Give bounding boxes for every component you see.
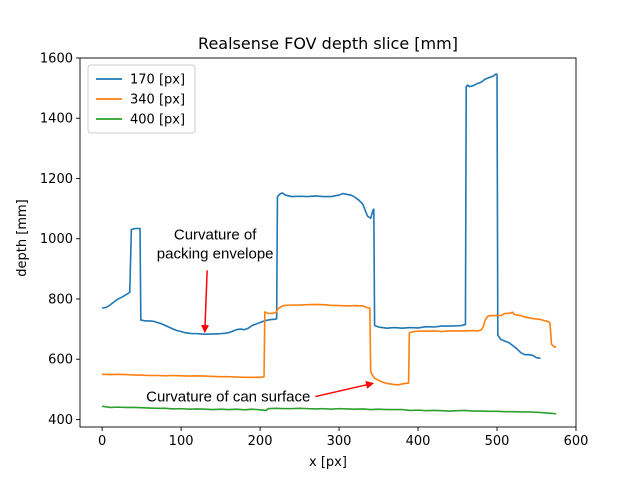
plot-area [101, 73, 557, 415]
series-line-1 [101, 73, 541, 360]
y-axis-label: depth [mm] [15, 199, 30, 276]
y-tick-label: 600 [48, 353, 73, 368]
x-tick-label: 300 [327, 434, 352, 449]
y-tick-label: 1600 [40, 52, 73, 67]
y-tick-label: 1200 [40, 172, 73, 187]
annotations: Curvature of packing envelope Curvature of… [146, 226, 374, 406]
y-tick-label: 1000 [40, 232, 73, 247]
legend-box [87, 64, 196, 134]
legend: 170 [px] 340 [px] 400 [px] [87, 64, 196, 134]
x-axis-label: x [px] [309, 455, 347, 470]
y-tick-label: 800 [48, 292, 73, 307]
annotation-arrow-1 [201, 270, 210, 334]
y-tick-label: 400 [48, 413, 73, 428]
legend-label: 340 [px] [130, 93, 185, 108]
axes: 0 100 200 300 400 500 600 400 600 800 1000 1200 1400… [40, 52, 589, 450]
annotation-text: packing envelope [157, 245, 274, 262]
legend-label: 170 [px] [130, 73, 185, 88]
series-line-2 [102, 303, 557, 386]
x-tick-label: 200 [248, 434, 273, 449]
x-tick-label: 400 [406, 434, 431, 449]
y-tick-label: 1400 [40, 112, 73, 127]
annotation-text: Curvature of can surface [146, 389, 310, 406]
series-line-3 [101, 405, 557, 415]
annotation-text: Curvature of [174, 226, 257, 243]
chart-title: Realsense FOV depth slice [mm] [198, 34, 458, 53]
x-tick-label: 600 [564, 434, 589, 449]
legend-label: 400 [px] [130, 113, 185, 128]
annotation-arrow-2 [315, 380, 374, 398]
x-tick-label: 100 [169, 434, 194, 449]
x-tick-label: 500 [485, 434, 510, 449]
axes-frame [79, 57, 577, 428]
x-tick-label: 0 [98, 434, 106, 449]
